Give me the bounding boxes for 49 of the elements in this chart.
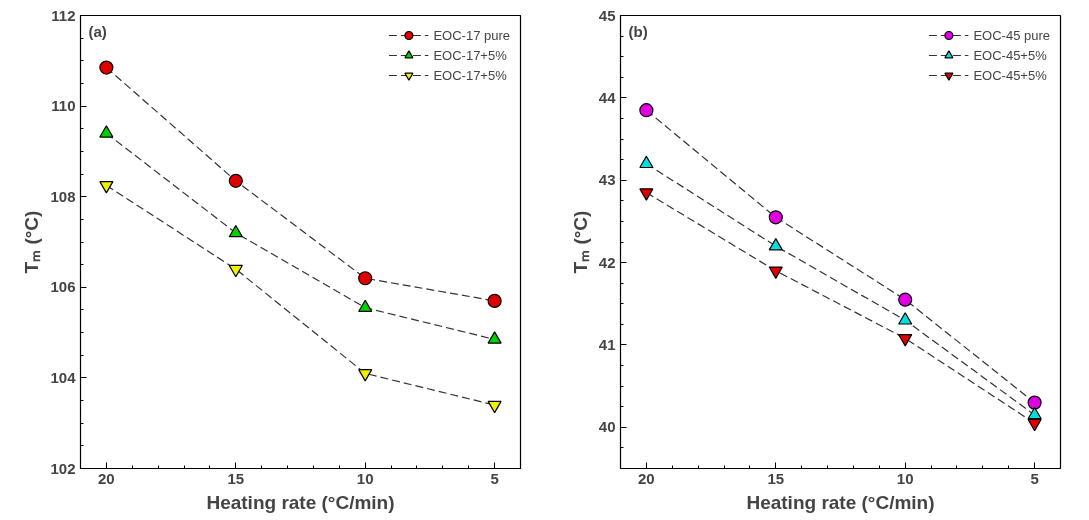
- y-axis-title: Tₘ (°C): [569, 210, 591, 274]
- point: [228, 264, 243, 278]
- x-tick-label: 20: [638, 469, 655, 487]
- legend-label: EOC-45+5%: [973, 67, 1047, 83]
- y-tick-label: 40: [598, 418, 616, 436]
- y-tick-label: 108: [50, 187, 76, 205]
- y-tick-label: 110: [51, 97, 76, 115]
- y-tick-label: 102: [50, 459, 76, 477]
- point: [228, 173, 243, 188]
- y-tick-label: 112: [51, 6, 76, 24]
- x-axis-title: Heating rate (°C/min): [746, 491, 935, 513]
- point: [487, 400, 502, 414]
- point: [228, 224, 243, 238]
- y-tick-label: 106: [50, 278, 76, 296]
- x-tick-label: 15: [767, 469, 785, 487]
- legend-label: EOC-45+5%: [973, 47, 1047, 63]
- legend-label: EOC-17 pure: [433, 27, 510, 43]
- point: [99, 125, 114, 138]
- point: [487, 293, 502, 308]
- point: [639, 155, 654, 169]
- point: [358, 369, 373, 382]
- x-tick-label: 5: [1030, 469, 1039, 487]
- y-tick-label: 41: [598, 335, 616, 353]
- x-tick-label: 5: [490, 469, 499, 487]
- point: [1027, 406, 1042, 420]
- x-tick-label: 10: [896, 469, 914, 487]
- x-tick-label: 20: [98, 469, 115, 487]
- x-tick-label: 15: [227, 469, 245, 487]
- y-tick-label: 42: [598, 253, 616, 271]
- point: [1027, 395, 1042, 410]
- point: [99, 60, 114, 75]
- point: [768, 210, 783, 225]
- annotation: (a): [88, 22, 107, 40]
- y-axis-title: Tₘ (°C): [21, 210, 43, 274]
- y-tick-label: 45: [598, 6, 616, 24]
- legend-label: EOC-17+5%: [433, 47, 507, 63]
- y-tick-label: 43: [598, 171, 616, 189]
- legend-label: EOC-45 pure: [973, 27, 1050, 43]
- x-axis-title: Heating rate (°C/min): [206, 491, 395, 513]
- point: [898, 312, 913, 325]
- point: [898, 292, 913, 307]
- point: [768, 238, 783, 251]
- y-tick-label: 44: [598, 88, 617, 106]
- point: [639, 103, 654, 118]
- x-tick-label: 10: [356, 469, 374, 487]
- y-tick-label: 104: [50, 368, 77, 386]
- legend-label: EOC-17+5%: [433, 67, 507, 83]
- point: [358, 271, 373, 286]
- annotation: (b): [628, 22, 648, 40]
